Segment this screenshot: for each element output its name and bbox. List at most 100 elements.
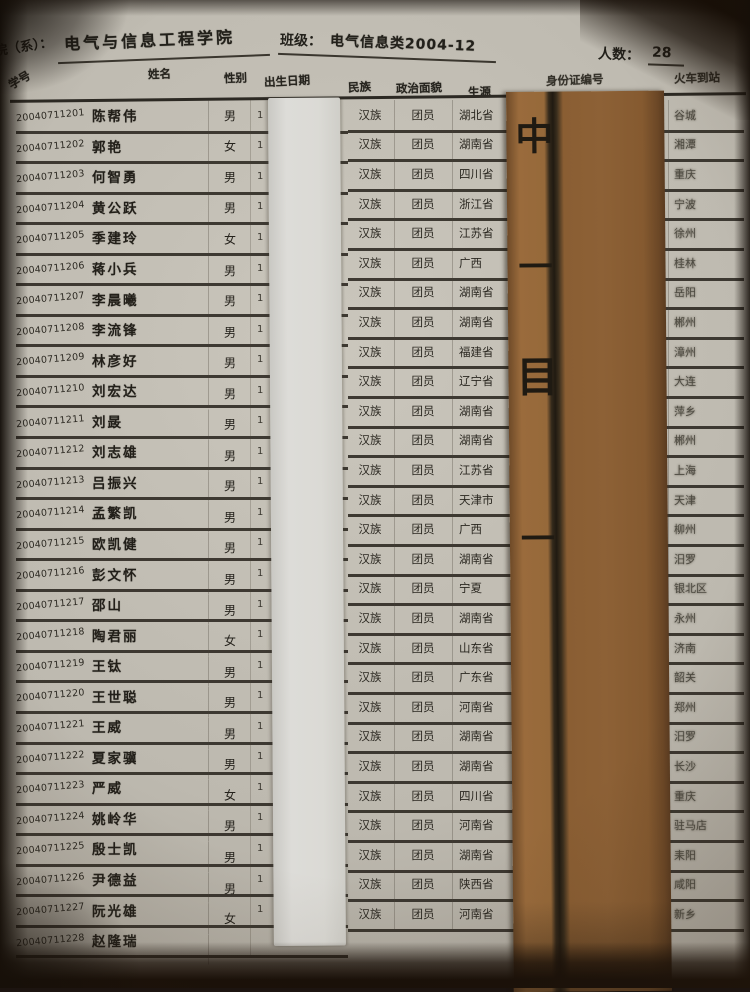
cell-origin: 山东省 — [452, 632, 525, 663]
cell-ethnicity: 汉族 — [358, 137, 382, 152]
cell-gender: 女 — [208, 779, 251, 811]
cell-birth-date: 1 — [250, 222, 353, 253]
cell-birth-date: 1 — [250, 405, 353, 437]
cell-ethnicity: 汉族 — [358, 255, 382, 270]
table-row: 20040711224 姚岭华男 1 — [16, 802, 348, 842]
cell-birth-date: 1 — [250, 527, 353, 559]
brown-strip-mark: 一 — [518, 247, 553, 288]
cell-political-status: 团员 — [394, 159, 451, 189]
table-row: 20040711207 李晨曦男 1 — [16, 283, 348, 317]
cell-ethnicity: 汉族 — [358, 610, 382, 625]
count-label: 人数： — [597, 46, 641, 64]
table-row: 20040711213 吕振兴男 1 — [16, 466, 348, 502]
cell-birth-date: 1 — [250, 374, 353, 406]
cell-political-status: 团员 — [394, 544, 451, 574]
table-row: 20040711214 孟繁凯男 1 — [16, 497, 348, 533]
cell-name: 严威 — [92, 781, 123, 798]
cell-ethnicity: 汉族 — [358, 551, 382, 566]
cell-train-station: 郴州 — [668, 307, 748, 337]
cell-origin: 湖南省 — [452, 396, 525, 426]
cell-origin: 河南省 — [452, 899, 525, 929]
cell-student-id: 20040711228 — [15, 931, 86, 949]
cell-political-status: 团员 — [394, 248, 451, 278]
cell-gender: 男 — [208, 687, 251, 718]
table-row: 20040711206 蒋小兵男 1 — [16, 252, 348, 287]
cell-gender: 男 — [208, 439, 251, 471]
cell-birth-date: 1 — [250, 772, 353, 803]
column-header-birth-date: 出生日期 — [263, 72, 311, 90]
cell-origin: 江苏省 — [452, 218, 525, 248]
count-value: 28 — [651, 44, 672, 62]
cell-gender — [208, 934, 251, 965]
cell-ethnicity: 汉族 — [358, 492, 382, 507]
cell-ethnicity: 汉族 — [358, 226, 382, 241]
cell-ethnicity: 汉族 — [358, 285, 382, 300]
table-row: 20040711217 邵山男 1 — [16, 588, 348, 625]
cell-ethnicity: 汉族 — [358, 196, 382, 211]
cell-gender: 男 — [208, 841, 251, 873]
cell-origin: 湖南省 — [452, 307, 525, 337]
cell-political-status: 团员 — [394, 721, 451, 752]
cell-birth-date: 1 — [250, 680, 353, 711]
table-row: 20040711223 严威女 1 — [16, 772, 348, 811]
cell-ethnicity: 汉族 — [358, 403, 382, 418]
cell-origin: 湖南省 — [452, 425, 525, 456]
cell-ethnicity: 汉族 — [358, 758, 382, 773]
cell-political-status: 团员 — [394, 425, 451, 456]
cell-train-station: 耒阳 — [668, 840, 748, 870]
cell-gender: 男 — [208, 316, 251, 347]
cell-birth-date: 1 — [250, 130, 353, 162]
cell-political-status: 团员 — [394, 218, 451, 248]
cell-origin: 陕西省 — [452, 869, 525, 900]
cell-birth-date: 1 — [250, 833, 353, 864]
cell-ethnicity: 汉族 — [358, 818, 382, 833]
cell-origin: 广东省 — [452, 662, 525, 692]
cell-train-station: 大连 — [668, 366, 748, 396]
cell-train-station: 重庆 — [668, 159, 748, 189]
cell-ethnicity: 汉族 — [358, 107, 382, 122]
table-row: 20040711211 刘晸男 1 — [16, 405, 348, 440]
cell-political-status: 团员 — [394, 751, 451, 781]
count-underline — [647, 63, 685, 67]
table-row: 20040711215 欧凯健男 1 — [16, 527, 348, 564]
cell-train-station: 汨罗 — [668, 721, 748, 752]
cell-train-station: 济南 — [668, 632, 748, 663]
cell-origin: 湖南省 — [452, 840, 525, 870]
cell-political-status: 团员 — [394, 277, 451, 308]
cell-origin: 四川省 — [452, 159, 525, 189]
cell-political-status: 团员 — [394, 100, 451, 130]
cell-political-status: 团员 — [394, 840, 451, 870]
cell-birth-date: 1 — [250, 741, 353, 773]
cell-birth-date: 1 — [250, 894, 353, 925]
cell-name: 李流锋 — [92, 323, 139, 340]
cell-name: 姚岭华 — [92, 811, 139, 828]
cell-name: 彭文怀 — [92, 567, 139, 584]
cell-name: 尹德益 — [92, 873, 139, 890]
cell-gender: 男 — [208, 470, 251, 502]
cell-gender: 男 — [208, 810, 251, 842]
cell-gender: 男 — [208, 100, 251, 131]
cell-train-station: 徐州 — [668, 218, 748, 248]
cell-gender: 男 — [208, 347, 251, 378]
cell-gender: 男 — [208, 656, 251, 687]
cell-gender: 男 — [208, 718, 251, 749]
cell-name: 殷士凯 — [92, 842, 139, 859]
cell-birth-date: 1 — [250, 649, 353, 681]
department-label: 院（系）： — [0, 35, 54, 60]
cell-train-station: 郑州 — [668, 692, 748, 722]
table-row: 20040711216 彭文怀男 1 — [16, 558, 348, 595]
table-row: 20040711212 刘志雄男 1 — [16, 436, 348, 471]
column-header-political: 政治面貌 — [395, 80, 443, 96]
table-row: 20040711205 季建玲女 1 — [16, 222, 348, 256]
cell-origin: 天津市 — [452, 484, 525, 515]
cell-origin: 湖南省 — [452, 603, 525, 633]
cell-name: 欧凯健 — [92, 536, 139, 553]
cell-gender: 男 — [208, 192, 251, 224]
department-name: 电气与信息工程学院 — [63, 27, 236, 54]
column-header-station: 火车到站 — [673, 70, 721, 86]
cell-gender: 男 — [208, 532, 251, 564]
column-header-id-number: 身份证编号 — [545, 72, 604, 88]
table-row: 20040711208 李流锋男 1 — [16, 313, 348, 348]
cell-train-station: 柳州 — [668, 514, 748, 544]
cell-name: 刘志雄 — [92, 445, 139, 462]
